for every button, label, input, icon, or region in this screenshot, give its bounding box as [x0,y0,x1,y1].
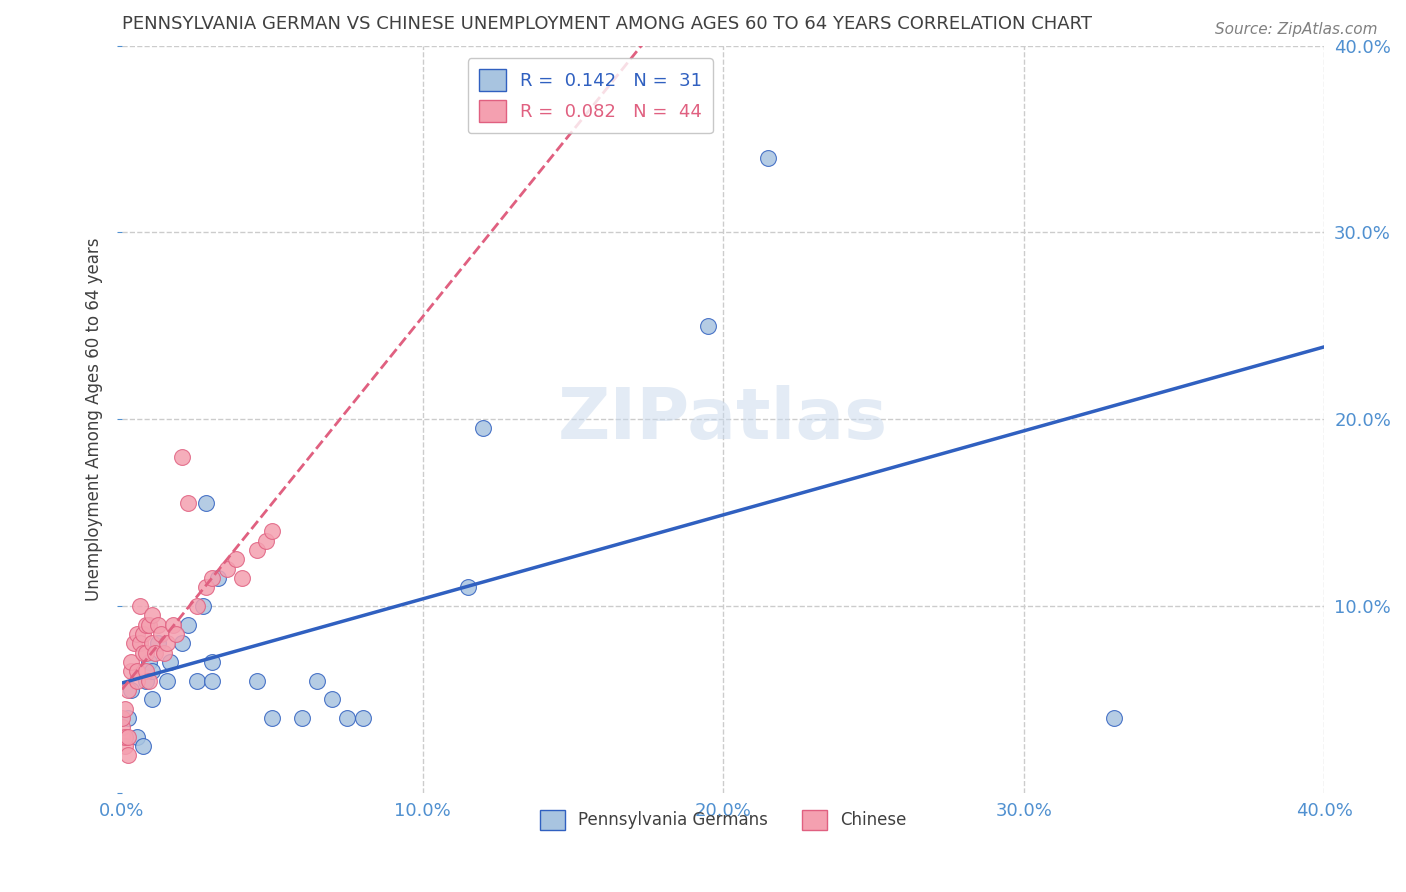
Point [114,730,136,744]
Text: PENNSYLVANIA GERMAN VS CHINESE UNEMPLOYMENT AMONG AGES 60 TO 64 YEARS CORRELATIO: PENNSYLVANIA GERMAN VS CHINESE UNEMPLOYM… [122,15,1092,33]
Point [129,599,152,613]
Point [201,655,224,669]
Point [225,552,247,566]
Point [307,673,329,688]
Point [159,655,181,669]
Point [193,599,215,613]
Point [150,627,173,641]
Point [138,673,160,688]
Point [111,711,134,725]
Point [141,692,163,706]
Point [117,711,139,725]
Point [132,627,155,641]
Point [177,617,200,632]
Point [120,655,142,669]
Point [135,673,157,688]
Point [246,542,269,557]
Point [122,636,145,650]
Point [246,673,269,688]
Point [172,636,194,650]
Point [120,682,142,697]
Point [125,665,148,679]
Point [165,627,187,641]
Point [129,636,152,650]
Point [111,720,134,734]
Point [756,151,779,165]
Point [135,665,157,679]
Point [132,739,155,753]
Point [138,655,160,669]
Point [201,571,224,585]
Point [125,627,148,641]
Point [117,682,139,697]
Point [125,673,148,688]
Point [141,608,163,623]
Point [1102,711,1125,725]
Point [254,533,277,548]
Point [120,665,142,679]
Point [143,646,166,660]
Legend: Pennsylvania Germans, Chinese: Pennsylvania Germans, Chinese [533,803,912,837]
Point [697,318,720,333]
Point [117,730,139,744]
Point [141,636,163,650]
Point [195,580,218,594]
Point [132,646,155,660]
Point [217,561,239,575]
Point [471,421,494,435]
Point [195,496,218,510]
Point [201,673,224,688]
Point [135,617,157,632]
Point [352,711,374,725]
Point [262,711,284,725]
Point [172,450,194,464]
Y-axis label: Unemployment Among Ages 60 to 64 years: Unemployment Among Ages 60 to 64 years [86,237,103,601]
Point [457,580,479,594]
Point [146,617,169,632]
Point [141,665,163,679]
Point [186,599,208,613]
Text: ZIPatlas: ZIPatlas [558,384,889,454]
Point [156,636,179,650]
Point [117,748,139,763]
Point [207,571,229,585]
Point [291,711,314,725]
Point [321,692,343,706]
Point [114,701,136,715]
Point [153,646,176,660]
Point [135,646,157,660]
Point [262,524,284,539]
Point [138,617,160,632]
Point [156,673,179,688]
Point [177,496,200,510]
Point [146,636,169,650]
Point [186,673,208,688]
Point [111,730,134,744]
Text: Source: ZipAtlas.com: Source: ZipAtlas.com [1215,22,1378,37]
Point [231,571,253,585]
Point [114,739,136,753]
Point [125,730,148,744]
Point [336,711,359,725]
Point [162,617,184,632]
